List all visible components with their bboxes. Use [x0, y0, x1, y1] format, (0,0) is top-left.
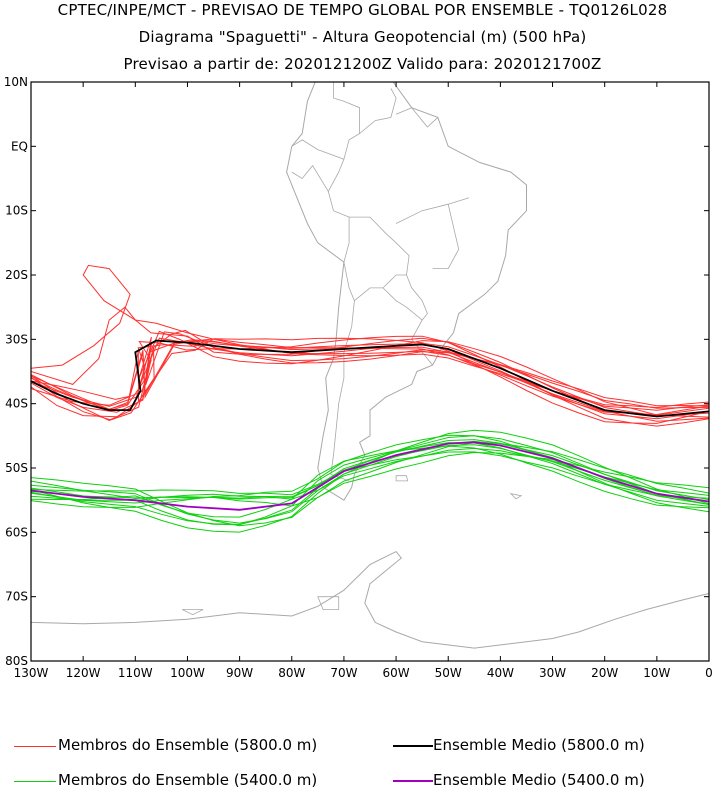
- country-border: [395, 197, 470, 224]
- coastline-south-america: [286, 82, 527, 501]
- coastline-antarctica: [31, 550, 709, 649]
- legend-swatch-members-5800: [14, 746, 56, 747]
- y-tick-label: 80S: [5, 654, 28, 668]
- ensemble-mean-5400-line: [31, 441, 709, 511]
- island-outline: [317, 596, 340, 610]
- x-tick-label: 50W: [435, 666, 462, 680]
- x-tick-label: 130W: [14, 666, 49, 680]
- ensemble-member-5400: [31, 442, 709, 526]
- ensemble-member-5800: [31, 339, 709, 412]
- ensemble-member-5800: [31, 264, 709, 409]
- chart-title-line-3: Previsao a partir de: 2020121200Z Valido…: [123, 55, 602, 73]
- legend-mean-5400: Ensemble Medio (5400.0 m): [433, 771, 645, 789]
- x-tick-label: 0: [705, 666, 713, 680]
- plot-frame: [30, 81, 710, 662]
- x-tick-label: 10W: [643, 666, 670, 680]
- legend-mean-5800: Ensemble Medio (5800.0 m): [433, 736, 645, 754]
- legend-swatch-mean-5400: [393, 780, 433, 782]
- ensemble-member-5800: [31, 330, 709, 418]
- legend-swatch-members-5400: [14, 781, 56, 782]
- country-border: [432, 204, 460, 269]
- ensemble-member-5400: [31, 434, 709, 513]
- y-tick-label: EQ: [11, 139, 28, 153]
- x-tick-label: 120W: [66, 666, 101, 680]
- legend-members-5400: Membros do Ensemble (5400.0 m): [58, 771, 318, 789]
- country-border: [291, 164, 329, 192]
- ensemble-member-5400: [31, 451, 709, 527]
- x-tick-label: 80W: [278, 666, 305, 680]
- ensemble-member-5400: [31, 442, 709, 507]
- y-tick-label: 30S: [5, 332, 28, 346]
- ensemble-member-5400: [31, 440, 709, 502]
- ensemble-member-5400: [31, 435, 709, 525]
- x-tick-label: 30W: [539, 666, 566, 680]
- x-tick-label: 90W: [226, 666, 253, 680]
- legend-swatch-mean-5800: [393, 745, 433, 747]
- island-outline: [182, 609, 204, 616]
- country-border: [333, 82, 360, 160]
- country-border: [382, 274, 428, 321]
- x-tick-label: 100W: [170, 666, 205, 680]
- country-border: [291, 139, 350, 218]
- x-tick-label: 40W: [487, 666, 514, 680]
- country-border: [411, 107, 439, 128]
- ensemble-member-5400: [31, 447, 709, 524]
- x-tick-label: 60W: [383, 666, 410, 680]
- y-tick-label: 60S: [5, 525, 28, 539]
- ensemble-member-5800: [31, 331, 709, 421]
- x-tick-label: 70W: [330, 666, 357, 680]
- y-tick-label: 20S: [5, 268, 28, 282]
- x-tick-label: 110W: [118, 666, 153, 680]
- legend-members-5800: Membros do Ensemble (5800.0 m): [58, 736, 318, 754]
- map-background: [31, 82, 709, 649]
- y-tick-label: 50S: [5, 461, 28, 475]
- island-outline: [509, 493, 523, 500]
- chart-title-line-2: Diagrama "Spaguetti" - Altura Geopotenci…: [138, 28, 587, 46]
- series-layer: [31, 264, 709, 533]
- axes: 130W 120W 110W 100W 90W 80W 70W 60W 50W 40W 30W 20W…: [4, 75, 713, 680]
- country-border: [395, 107, 412, 115]
- country-border: [330, 262, 355, 482]
- country-border: [359, 88, 397, 134]
- x-tick-label: 20W: [591, 666, 618, 680]
- y-tick-label: 70S: [5, 590, 28, 604]
- chart-title-line-1: CPTEC/INPE/MCT - PREVISAO DE TEMPO GLOBA…: [57, 1, 668, 19]
- country-border: [343, 216, 410, 302]
- y-tick-label: 40S: [5, 397, 28, 411]
- y-tick-label: 10S: [5, 204, 28, 218]
- ensemble-member-5800: [31, 337, 709, 424]
- island-outline: [395, 475, 409, 482]
- y-tick-label: 10N: [4, 75, 28, 89]
- ensemble-mean-5800-line: [31, 339, 709, 418]
- ensemble-member-5400: [31, 445, 709, 518]
